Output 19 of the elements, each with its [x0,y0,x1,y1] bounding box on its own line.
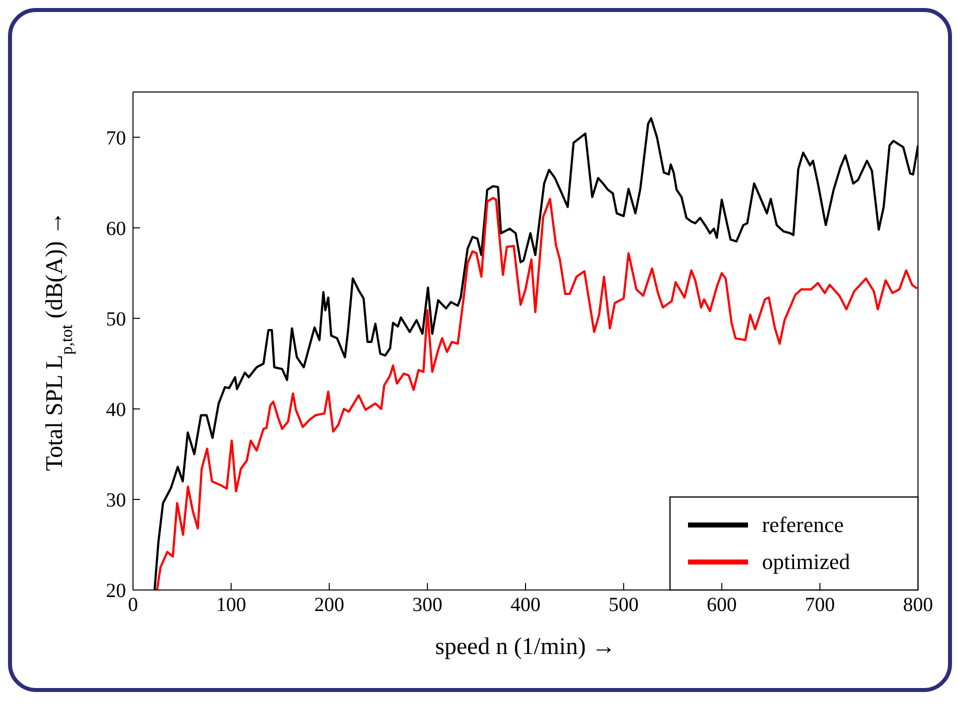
x-tick-label: 700 [804,594,835,616]
x-tick-label: 500 [608,594,639,616]
x-tick-label: 100 [216,594,246,616]
y-tick-label: 60 [106,218,126,240]
x-tick-label: 200 [314,594,344,616]
line-series [156,196,918,590]
x-tick-label: 300 [412,594,442,616]
x-tick-label: 800 [903,594,933,616]
y-tick-label: 20 [106,580,126,602]
x-tick-label: 400 [510,594,540,616]
legend-label: optimized [762,549,850,574]
y-tick-label: 40 [106,399,126,422]
x-tick-label: 600 [706,594,737,616]
x-tick-label: 0 [128,594,138,616]
x-axis-title: speed n (1/min) → [435,634,616,660]
legend-label: reference [762,512,844,537]
y-tick-label: 50 [106,308,126,330]
y-tick-label: 30 [106,490,126,512]
y-tick-label: 70 [106,127,126,150]
